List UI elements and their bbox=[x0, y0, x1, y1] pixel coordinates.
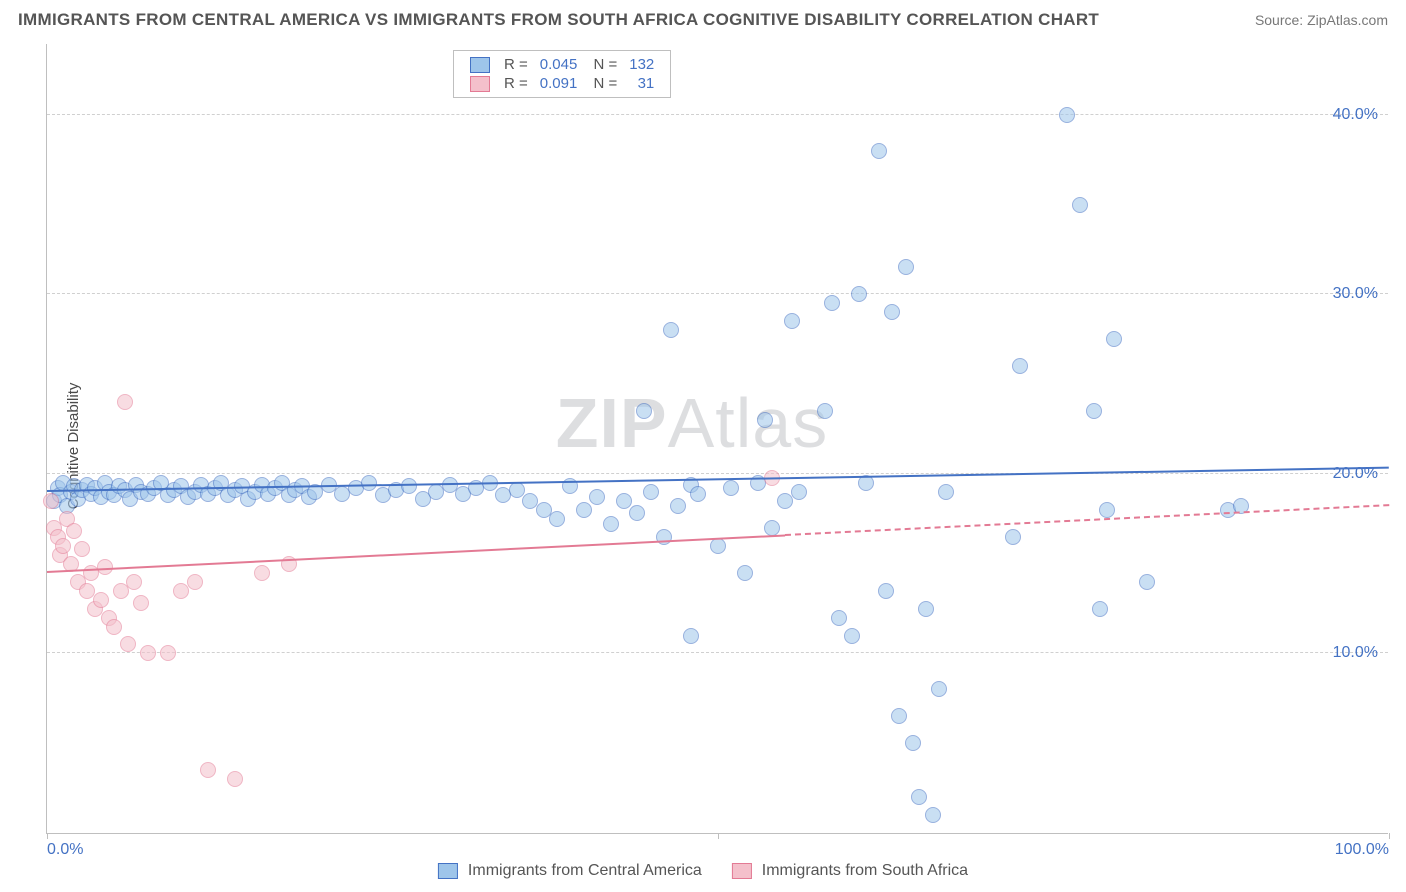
scatter-point bbox=[200, 762, 216, 778]
scatter-point bbox=[126, 574, 142, 590]
xtick-mark bbox=[1389, 833, 1390, 839]
scatter-point bbox=[140, 645, 156, 661]
scatter-point bbox=[670, 498, 686, 514]
scatter-point bbox=[871, 143, 887, 159]
scatter-point bbox=[1005, 529, 1021, 545]
title-bar: IMMIGRANTS FROM CENTRAL AMERICA VS IMMIG… bbox=[0, 0, 1406, 36]
scatter-point bbox=[361, 475, 377, 491]
watermark-bold: ZIP bbox=[556, 384, 668, 462]
scatter-point bbox=[844, 628, 860, 644]
chart-source: Source: ZipAtlas.com bbox=[1255, 12, 1388, 28]
scatter-point bbox=[737, 565, 753, 581]
xtick-label: 0.0% bbox=[47, 841, 83, 859]
scatter-point bbox=[898, 259, 914, 275]
scatter-point bbox=[509, 482, 525, 498]
scatter-point bbox=[723, 480, 739, 496]
trend-line bbox=[785, 504, 1389, 536]
scatter-point bbox=[616, 493, 632, 509]
scatter-point bbox=[643, 484, 659, 500]
scatter-point bbox=[817, 403, 833, 419]
gridline bbox=[47, 652, 1388, 653]
ytick-label: 30.0% bbox=[1333, 285, 1378, 303]
source-name: ZipAtlas.com bbox=[1307, 12, 1388, 28]
legend-item: Immigrants from South Africa bbox=[732, 862, 968, 880]
trend-line bbox=[47, 467, 1389, 492]
scatter-point bbox=[1086, 403, 1102, 419]
scatter-point bbox=[117, 394, 133, 410]
scatter-point bbox=[133, 595, 149, 611]
scatter-point bbox=[74, 541, 90, 557]
scatter-point bbox=[1106, 331, 1122, 347]
scatter-point bbox=[1099, 502, 1115, 518]
scatter-point bbox=[764, 520, 780, 536]
scatter-point bbox=[576, 502, 592, 518]
scatter-point bbox=[884, 304, 900, 320]
gridline bbox=[47, 293, 1388, 294]
scatter-point bbox=[1059, 107, 1075, 123]
scatter-point bbox=[549, 511, 565, 527]
watermark: ZIPAtlas bbox=[556, 383, 829, 463]
scatter-point bbox=[160, 645, 176, 661]
scatter-point bbox=[187, 574, 203, 590]
chart-title: IMMIGRANTS FROM CENTRAL AMERICA VS IMMIG… bbox=[18, 10, 1099, 30]
xtick-mark bbox=[47, 833, 48, 839]
scatter-point bbox=[1072, 197, 1088, 213]
legend-swatch bbox=[732, 863, 752, 879]
ytick-label: 10.0% bbox=[1333, 644, 1378, 662]
scatter-point bbox=[66, 523, 82, 539]
legend-label: Immigrants from Central America bbox=[468, 862, 702, 880]
gridline bbox=[47, 114, 1388, 115]
scatter-point bbox=[589, 489, 605, 505]
scatter-point bbox=[931, 681, 947, 697]
scatter-point bbox=[663, 322, 679, 338]
legend-label: Immigrants from South Africa bbox=[762, 862, 968, 880]
scatter-point bbox=[784, 313, 800, 329]
scatter-point bbox=[629, 505, 645, 521]
scatter-point bbox=[905, 735, 921, 751]
scatter-point bbox=[878, 583, 894, 599]
scatter-point bbox=[683, 628, 699, 644]
scatter-point bbox=[1012, 358, 1028, 374]
scatter-point bbox=[1092, 601, 1108, 617]
xtick-label: 100.0% bbox=[1335, 841, 1389, 859]
scatter-point bbox=[55, 538, 71, 554]
scatter-point bbox=[791, 484, 807, 500]
x-axis-legend: Immigrants from Central America Immigrant… bbox=[438, 862, 968, 880]
scatter-point bbox=[1139, 574, 1155, 590]
correlation-legend: R =0.045 N =132R =0.091 N =31 bbox=[453, 50, 671, 98]
plot-area: ZIPAtlas 10.0%20.0%30.0%40.0%0.0%100.0%R… bbox=[46, 44, 1388, 834]
scatter-point bbox=[690, 486, 706, 502]
trend-line bbox=[47, 534, 785, 573]
scatter-point bbox=[710, 538, 726, 554]
scatter-point bbox=[106, 619, 122, 635]
legend-swatch bbox=[438, 863, 458, 879]
legend-item: Immigrants from Central America bbox=[438, 862, 702, 880]
watermark-light: Atlas bbox=[668, 384, 829, 462]
scatter-point bbox=[824, 295, 840, 311]
scatter-point bbox=[401, 478, 417, 494]
scatter-point bbox=[757, 412, 773, 428]
source-label: Source: bbox=[1255, 12, 1303, 28]
scatter-point bbox=[831, 610, 847, 626]
scatter-point bbox=[925, 807, 941, 823]
ytick-label: 40.0% bbox=[1333, 106, 1378, 124]
plot-wrap: ZIPAtlas 10.0%20.0%30.0%40.0%0.0%100.0%R… bbox=[46, 44, 1388, 834]
scatter-point bbox=[93, 592, 109, 608]
scatter-point bbox=[911, 789, 927, 805]
scatter-point bbox=[918, 601, 934, 617]
scatter-point bbox=[636, 403, 652, 419]
scatter-point bbox=[851, 286, 867, 302]
scatter-point bbox=[603, 516, 619, 532]
xtick-mark bbox=[718, 833, 719, 839]
scatter-point bbox=[938, 484, 954, 500]
gridline bbox=[47, 473, 1388, 474]
scatter-point bbox=[891, 708, 907, 724]
scatter-point bbox=[227, 771, 243, 787]
scatter-point bbox=[254, 565, 270, 581]
scatter-point bbox=[43, 493, 59, 509]
scatter-point bbox=[120, 636, 136, 652]
